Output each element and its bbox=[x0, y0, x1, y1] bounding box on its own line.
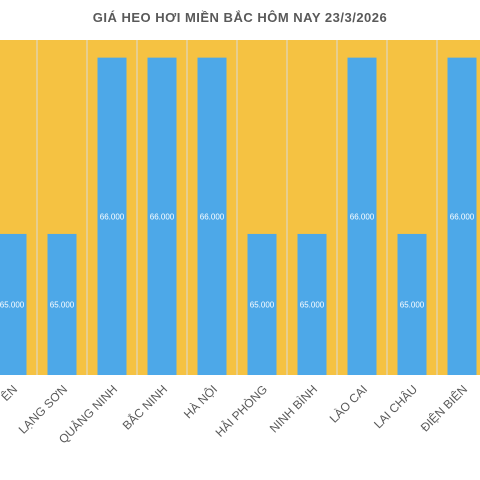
bar[interactable] bbox=[0, 233, 27, 375]
x-tick-label: ÊN bbox=[0, 382, 20, 404]
bar[interactable] bbox=[147, 57, 177, 375]
x-tick-label: HẢI PHÒNG bbox=[212, 382, 270, 440]
data-label: 65.000 bbox=[0, 300, 25, 309]
x-tick-label: NINH BÌNH bbox=[266, 382, 320, 436]
bar[interactable] bbox=[447, 57, 477, 375]
data-label: 65.000 bbox=[250, 300, 275, 309]
data-label: 65.000 bbox=[300, 300, 325, 309]
x-tick-label: LẠNG SƠN bbox=[16, 382, 70, 436]
data-label: 66.000 bbox=[100, 212, 125, 221]
bar[interactable] bbox=[247, 233, 277, 375]
bar[interactable] bbox=[197, 57, 227, 375]
data-label: 66.000 bbox=[450, 212, 475, 221]
data-label: 65.000 bbox=[50, 300, 75, 309]
bar[interactable] bbox=[297, 233, 327, 375]
x-tick-label: HÀ NỘI bbox=[180, 382, 220, 422]
data-label: 66.000 bbox=[200, 212, 225, 221]
bar[interactable] bbox=[47, 233, 77, 375]
bar[interactable] bbox=[97, 57, 127, 375]
bar[interactable] bbox=[397, 233, 427, 375]
chart-title: GIÁ HEO HƠI MIỀN BẮC HÔM NAY 23/3/2026 bbox=[92, 10, 388, 25]
data-label: 65.000 bbox=[400, 300, 425, 309]
x-tick-label: ĐIỆN BIÊN bbox=[417, 382, 470, 435]
data-label: 66.000 bbox=[150, 212, 175, 221]
x-tick-label: LÀO CAI bbox=[326, 382, 370, 426]
data-label: 66.000 bbox=[350, 212, 375, 221]
bar[interactable] bbox=[347, 57, 377, 375]
x-tick-label: BẮC NINH bbox=[119, 382, 170, 433]
x-tick-label: LAI CHÂU bbox=[370, 382, 420, 432]
